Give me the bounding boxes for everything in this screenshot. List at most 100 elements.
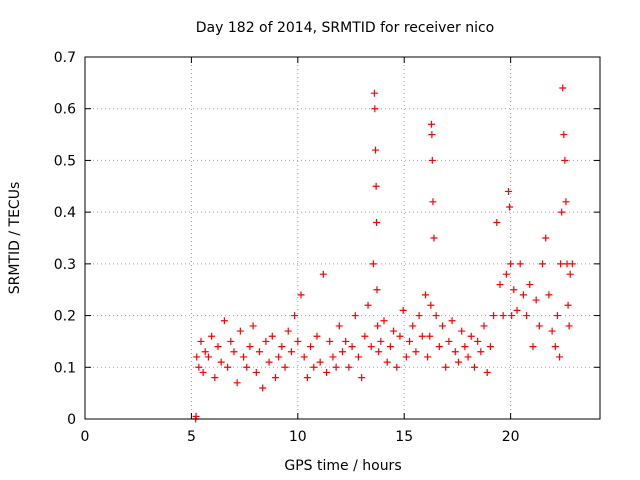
data-point xyxy=(369,260,377,268)
data-point xyxy=(504,187,512,195)
data-point xyxy=(236,327,244,335)
data-point xyxy=(303,374,311,382)
x-tick-label: 5 xyxy=(187,429,196,445)
data-point xyxy=(271,374,279,382)
data-point xyxy=(526,281,534,289)
data-point xyxy=(458,327,466,335)
data-point xyxy=(230,348,238,356)
data-point xyxy=(486,343,494,351)
data-point xyxy=(373,286,381,294)
data-point xyxy=(367,343,375,351)
data-point xyxy=(559,84,567,92)
data-point xyxy=(454,358,462,366)
x-tick-label: 20 xyxy=(502,429,520,445)
data-point xyxy=(383,358,391,366)
data-point xyxy=(354,353,362,361)
data-point xyxy=(371,105,379,113)
data-point xyxy=(372,182,380,190)
data-point xyxy=(396,332,404,340)
data-point xyxy=(373,218,381,226)
chart-title: Day 182 of 2014, SRMTID for receiver nic… xyxy=(196,20,494,36)
data-point xyxy=(220,317,228,325)
data-point xyxy=(310,363,318,371)
data-point xyxy=(287,348,295,356)
data-point xyxy=(291,312,299,320)
plot-frame xyxy=(84,56,601,420)
data-point xyxy=(429,198,437,206)
y-tick-label: 0.6 xyxy=(54,102,76,118)
data-points xyxy=(192,84,576,423)
data-point xyxy=(348,343,356,351)
data-point xyxy=(557,260,565,268)
data-point xyxy=(428,156,436,164)
data-point xyxy=(259,384,267,392)
data-point xyxy=(496,281,504,289)
data-point xyxy=(227,337,235,345)
data-point xyxy=(516,260,524,268)
data-point xyxy=(380,317,388,325)
data-point xyxy=(393,363,401,371)
data-point xyxy=(499,312,507,320)
data-point xyxy=(390,327,398,335)
data-point xyxy=(370,89,378,97)
data-point xyxy=(265,358,273,366)
y-tick-label: 0.4 xyxy=(54,205,76,221)
data-point xyxy=(201,348,209,356)
data-point xyxy=(545,291,553,299)
data-point xyxy=(240,353,248,361)
data-point xyxy=(493,218,501,226)
gridlines xyxy=(85,57,600,419)
data-point xyxy=(233,379,241,387)
data-point xyxy=(399,306,407,314)
data-point xyxy=(256,348,264,356)
data-point xyxy=(562,198,570,206)
x-tick-label: 15 xyxy=(395,429,413,445)
data-point xyxy=(294,337,302,345)
data-point xyxy=(529,343,537,351)
data-point xyxy=(560,131,568,139)
data-point xyxy=(243,363,251,371)
x-tick-label: 10 xyxy=(289,429,307,445)
data-point xyxy=(551,343,559,351)
data-point xyxy=(332,363,340,371)
data-point xyxy=(297,291,305,299)
data-point xyxy=(513,306,521,314)
data-point xyxy=(568,260,576,268)
data-point xyxy=(439,322,447,330)
data-point xyxy=(193,353,201,361)
data-point xyxy=(412,348,420,356)
data-point xyxy=(461,343,469,351)
data-point xyxy=(535,322,543,330)
data-point xyxy=(428,131,436,139)
data-point xyxy=(197,337,205,345)
data-point xyxy=(565,322,573,330)
data-point xyxy=(281,363,289,371)
data-point xyxy=(464,353,472,361)
data-point xyxy=(451,348,459,356)
data-point xyxy=(477,348,485,356)
data-point xyxy=(548,327,556,335)
y-tick-label: 0.5 xyxy=(54,153,76,169)
data-point xyxy=(542,234,550,242)
data-point xyxy=(252,368,260,376)
y-tick-label: 0.7 xyxy=(54,50,76,66)
data-point xyxy=(553,312,561,320)
data-point xyxy=(474,337,482,345)
data-point xyxy=(208,332,216,340)
data-point xyxy=(195,363,203,371)
data-point xyxy=(523,312,531,320)
data-point xyxy=(351,312,359,320)
data-point xyxy=(558,208,566,216)
data-point xyxy=(339,348,346,356)
y-axis-label: SRMTID / TECUs xyxy=(7,182,23,295)
data-point xyxy=(519,291,527,299)
data-point xyxy=(275,353,283,361)
data-point xyxy=(564,301,572,309)
data-point xyxy=(470,363,478,371)
data-point xyxy=(409,322,417,330)
data-point xyxy=(430,234,438,242)
data-point xyxy=(375,348,383,356)
data-point xyxy=(427,120,435,128)
data-point xyxy=(307,343,315,351)
data-point xyxy=(214,343,222,351)
